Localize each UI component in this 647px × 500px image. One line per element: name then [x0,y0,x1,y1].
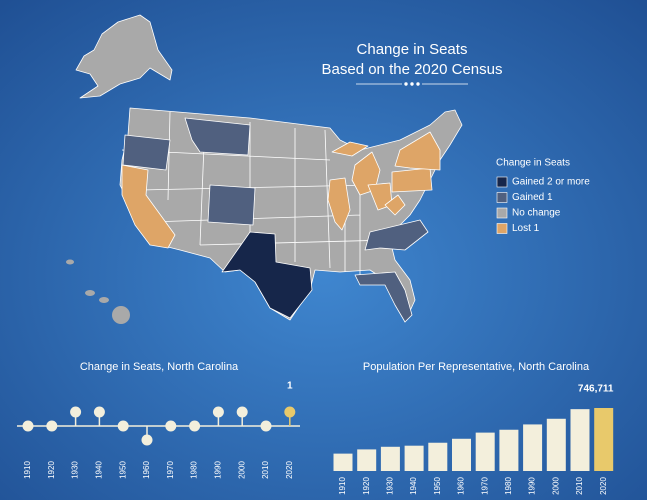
hawaii-island [112,306,130,324]
bar [475,432,495,471]
x-tick-label: 1980 [504,477,513,495]
x-tick-label: 2000 [237,461,246,479]
legend-swatch [496,192,508,203]
x-tick-label: 2000 [551,477,560,495]
state [327,177,351,231]
legend-swatch [496,223,508,234]
state [364,219,429,251]
x-tick-label: 1910 [338,477,347,495]
us-map [66,14,463,324]
legend-swatch [496,176,508,188]
x-tick-label: 2010 [261,461,270,479]
x-tick-label: 1940 [95,461,104,479]
x-tick-label: 1950 [433,477,442,495]
bar [546,418,566,471]
bar [570,409,590,471]
lollipop-dot [236,406,248,418]
lollipop-dot [284,406,296,418]
hawaii-island [99,297,109,303]
x-tick-label: 1970 [480,477,489,495]
x-tick-label: 1980 [190,461,199,479]
title: Change in Seats [357,41,468,58]
x-tick-label: 1930 [71,461,80,479]
x-tick-label: 2020 [285,461,294,479]
state [384,194,406,216]
bar [404,445,424,471]
legend-label: Lost 1 [512,223,540,234]
lollipop-dot [93,406,105,418]
x-tick-label: 1940 [409,477,418,495]
x-tick-label: 1970 [166,461,175,479]
legend: Gained 2 or more Gained 1 No change Lost 1 [496,176,590,234]
bar [357,449,377,471]
x-tick-label: 2020 [599,477,608,495]
subtitle: Based on the 2020 Census [322,61,503,78]
state [331,141,369,157]
x-tick-label: 1950 [118,461,127,479]
state [207,184,256,226]
legend-title: Change in Seats [496,158,570,169]
hawaii-island [85,290,95,296]
legend-label: No change [512,208,561,219]
data-label: 1 [287,381,293,392]
x-tick-label: 1990 [528,477,537,495]
alaska [75,14,173,99]
x-tick-label: 1990 [214,461,223,479]
lollipop-dot [141,434,153,446]
lollipop-dot [46,420,58,432]
lollipop-dot [189,420,201,432]
title-ornament [356,82,468,86]
x-tick-label: 1960 [457,477,466,495]
bar [499,429,519,471]
legend-label: Gained 2 or more [512,177,590,188]
lollipop-dot [117,420,129,432]
state [354,271,413,323]
state [221,231,313,319]
legend-label: Gained 1 [512,192,553,203]
lollipop-dot [260,420,272,432]
chart-title: Population Per Representative, North Car… [363,361,590,373]
bar [452,438,471,471]
bar [594,408,614,471]
data-label: 746,711 [578,384,614,395]
legend-swatch [496,207,508,219]
x-tick-label: 1920 [47,461,56,479]
state [391,167,433,193]
state [394,131,441,171]
x-tick-label: 1910 [23,461,32,479]
bar [428,442,448,471]
lollipop-dot [22,420,34,432]
lollipop-dot [212,406,224,418]
chart-title: Change in Seats, North Carolina [80,361,239,373]
bar [380,446,400,471]
state [122,134,171,171]
x-tick-label: 1920 [362,477,371,495]
state [121,164,176,249]
x-tick-label: 1930 [386,477,395,495]
bar [333,453,353,471]
lollipop-dot [165,420,177,432]
lollipop-dot [70,406,82,418]
hawaii-island [66,259,74,265]
x-tick-label: 2010 [575,477,584,495]
bar [523,424,543,471]
state [184,117,251,156]
x-tick-label: 1960 [142,461,151,479]
